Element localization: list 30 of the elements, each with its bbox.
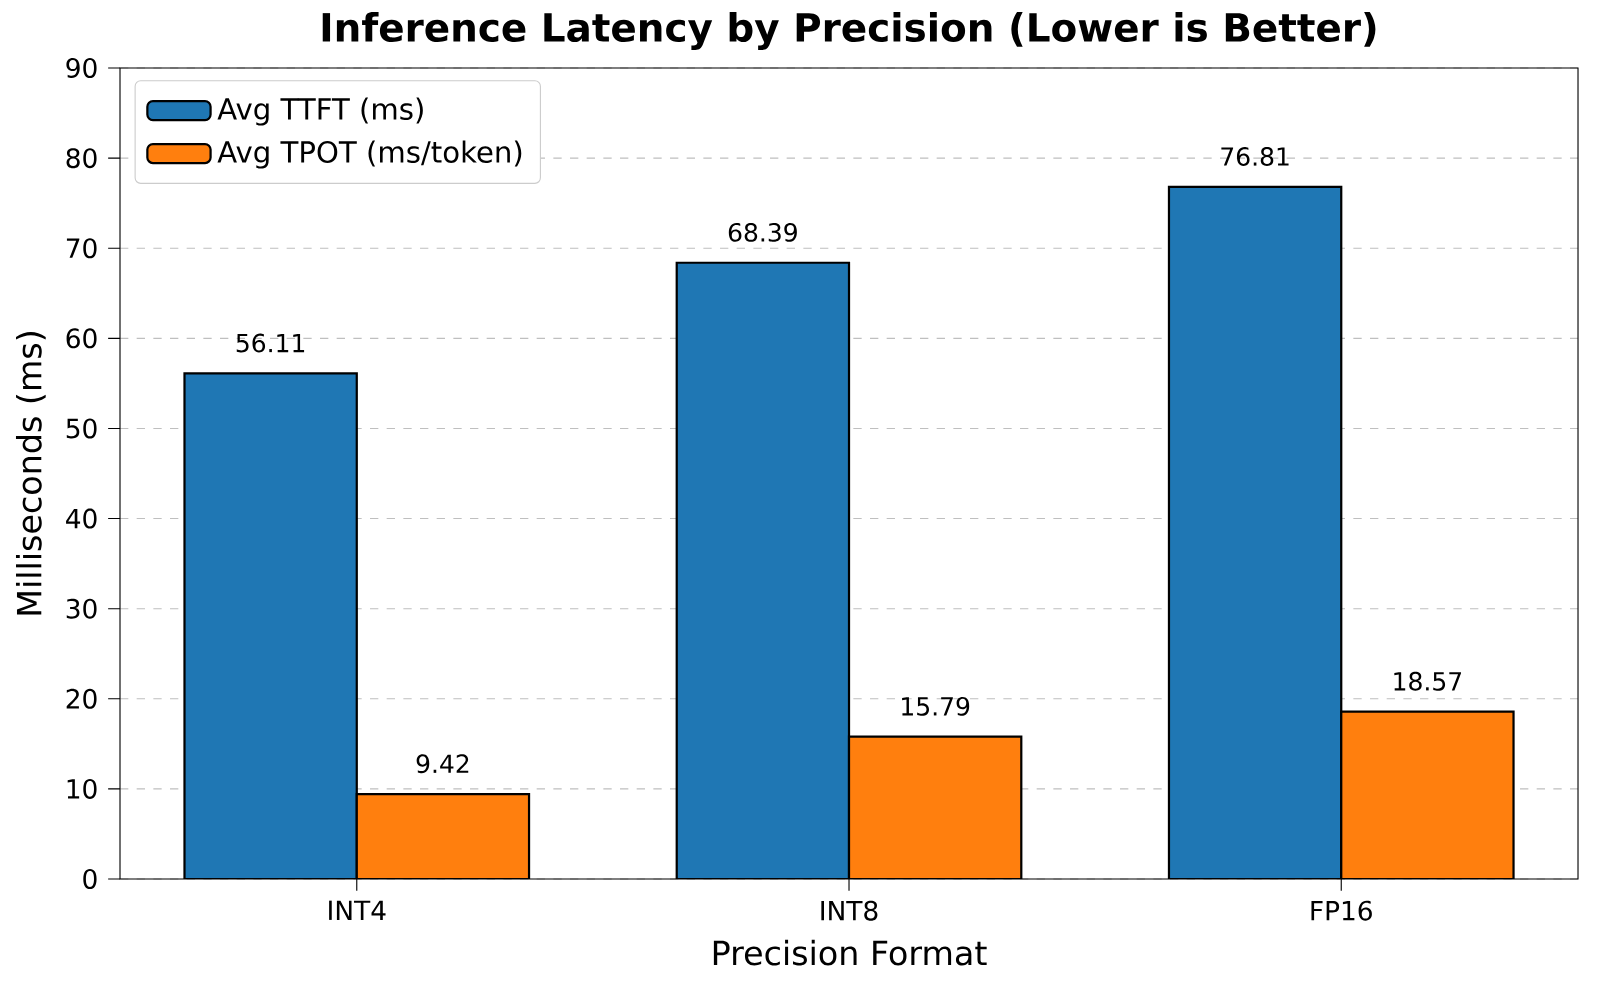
x-tick-label: INT8 (821, 900, 878, 921)
y-tick-label: 0 (83, 869, 97, 889)
data-label: 68.39 (728, 222, 797, 242)
y-tick-label: 50 (66, 418, 97, 439)
y-tick-label: 20 (66, 688, 97, 709)
y-tick-label: 90 (66, 58, 97, 79)
data-label: 56.11 (236, 333, 305, 353)
bar (1167, 185, 1343, 879)
legend-label: Avg TTFT (ms) (217, 97, 423, 126)
bar (1340, 710, 1515, 879)
x-axis-title: Precision Format (713, 939, 987, 966)
data-label: 15.79 (902, 696, 970, 716)
bar (355, 793, 531, 879)
bar (847, 735, 1023, 879)
data-label: 76.81 (1221, 147, 1289, 166)
y-tick-label: 40 (66, 508, 97, 529)
bar (183, 372, 358, 879)
data-label: 9.42 (416, 754, 469, 774)
data-label: 18.57 (1394, 671, 1462, 691)
y-tick-label: 30 (66, 598, 97, 619)
bar (675, 261, 851, 879)
y-tick-label: 10 (67, 778, 97, 799)
legend-label: Avg TPOT (ms/token) (217, 140, 522, 169)
x-tick-label: FP16 (1311, 900, 1372, 921)
y-tick-label: 60 (66, 328, 97, 349)
y-axis-title: Milliseconds (ms) (15, 332, 46, 615)
y-tick-label: 80 (66, 148, 97, 169)
y-tick-label: 70 (66, 238, 97, 259)
chart-title: Inference Latency by Precision (Lower is Better) (322, 11, 1376, 50)
x-tick-label: INT4 (329, 900, 386, 920)
